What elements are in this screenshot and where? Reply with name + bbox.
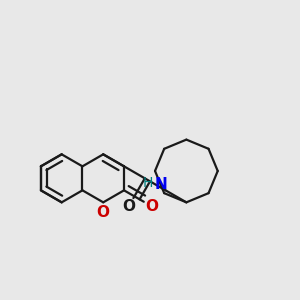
Text: O: O — [145, 199, 158, 214]
Text: N: N — [155, 177, 168, 192]
Text: H: H — [143, 176, 153, 190]
Text: O: O — [97, 205, 110, 220]
Text: O: O — [122, 199, 135, 214]
